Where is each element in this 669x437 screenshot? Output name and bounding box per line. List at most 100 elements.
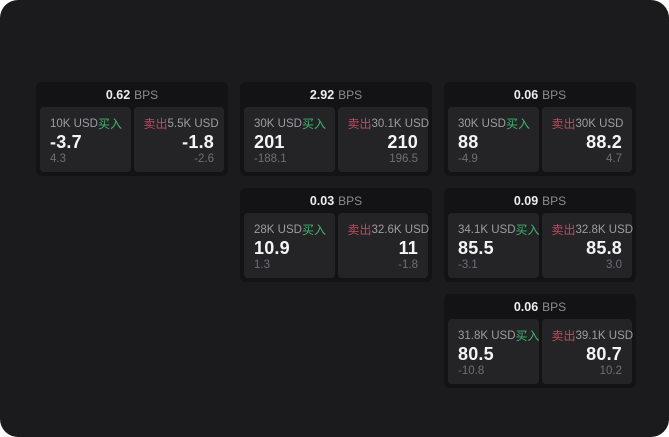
buy-panel-header: 34.1K USD 买入 — [458, 221, 540, 238]
sell-delta: 196.5 — [389, 152, 418, 165]
buy-side-label: 买入 — [97, 117, 122, 131]
sell-delta: -2.6 — [194, 152, 214, 165]
buy-side-label: 买入 — [515, 329, 540, 343]
sell-size-label: 39.1K USD — [575, 329, 634, 342]
sell-size-label: 30K USD — [575, 117, 624, 130]
buy-delta: -3.1 — [458, 258, 478, 271]
buy-value: 85.5 — [458, 237, 494, 258]
card-header: 0.06 BPS — [444, 294, 636, 319]
bps-value: 0.06 — [513, 299, 539, 314]
bps-value: 0.09 — [513, 193, 539, 208]
buy-panel-header: 31.8K USD 买入 — [458, 327, 540, 344]
sell-side-label: 卖出 — [143, 117, 168, 131]
buy-size-label: 30K USD — [254, 117, 302, 130]
bps-unit-label: BPS — [542, 193, 567, 208]
buy-size-label: 28K USD — [254, 223, 302, 236]
card-header: 0.03 BPS — [240, 188, 432, 213]
quote-card: 0.09 BPS 34.1K USD 买入 85.5 -3.1 卖出 32.8K… — [444, 188, 636, 282]
buy-size-label: 10K USD — [50, 117, 98, 130]
bps-unit-label: BPS — [542, 299, 567, 314]
sell-side-label: 卖出 — [551, 117, 576, 131]
quote-card: 0.06 BPS 30K USD 买入 88 -4.9 卖出 30K USD 8… — [444, 82, 636, 176]
sell-delta: 3.0 — [606, 258, 622, 271]
sell-panel[interactable]: 卖出 30K USD 88.2 4.7 — [541, 107, 632, 172]
buy-panel[interactable]: 30K USD 买入 88 -4.9 — [448, 107, 539, 172]
sell-delta: 4.7 — [606, 152, 622, 165]
bps-value: 0.06 — [513, 87, 539, 102]
sell-panel-header: 卖出 30.1K USD — [347, 115, 430, 132]
card-body: 10K USD 买入 -3.7 4.3 卖出 5.5K USD -1.8 -2.… — [36, 107, 228, 176]
bps-value: 0.03 — [309, 193, 335, 208]
quote-card: 2.92 BPS 30K USD 买入 201 -188.1 卖出 30.1K … — [240, 82, 432, 176]
bps-value: 0.62 — [105, 87, 131, 102]
sell-panel[interactable]: 卖出 5.5K USD -1.8 -2.6 — [133, 107, 224, 172]
quote-card: 0.06 BPS 31.8K USD 买入 80.5 -10.8 卖出 39.1… — [444, 294, 636, 388]
buy-size-label: 34.1K USD — [458, 223, 516, 236]
sell-value: 80.7 — [586, 343, 622, 364]
sell-value: 88.2 — [586, 131, 622, 152]
buy-panel[interactable]: 31.8K USD 买入 80.5 -10.8 — [448, 319, 540, 384]
sell-delta: 10.2 — [599, 364, 622, 377]
card-header: 0.09 BPS — [444, 188, 636, 213]
buy-delta: -10.8 — [458, 364, 485, 377]
bps-unit-label: BPS — [338, 87, 363, 102]
card-body: 30K USD 买入 201 -188.1 卖出 30.1K USD 210 1… — [240, 107, 432, 176]
bps-unit-label: BPS — [134, 87, 159, 102]
sell-size-label: 32.6K USD — [371, 223, 430, 236]
sell-panel[interactable]: 卖出 32.8K USD 85.8 3.0 — [541, 213, 634, 278]
buy-value: 201 — [254, 131, 285, 152]
sell-panel-header: 卖出 5.5K USD — [143, 115, 219, 132]
buy-delta: -188.1 — [254, 152, 287, 165]
sell-value: 11 — [398, 237, 418, 258]
buy-panel[interactable]: 34.1K USD 买入 85.5 -3.1 — [448, 213, 540, 278]
sell-panel[interactable]: 卖出 30.1K USD 210 196.5 — [337, 107, 430, 172]
sell-size-label: 32.8K USD — [575, 223, 634, 236]
bps-unit-label: BPS — [338, 193, 363, 208]
sell-panel[interactable]: 卖出 32.6K USD 11 -1.8 — [337, 213, 430, 278]
buy-panel[interactable]: 28K USD 买入 10.9 1.3 — [244, 213, 335, 278]
sell-value: -1.8 — [182, 131, 214, 152]
sell-size-label: 30.1K USD — [371, 117, 430, 130]
sell-size-label: 5.5K USD — [167, 117, 219, 130]
buy-panel-header: 28K USD 买入 — [254, 221, 326, 238]
buy-delta: 4.3 — [50, 152, 66, 165]
buy-size-label: 30K USD — [458, 117, 506, 130]
card-body: 31.8K USD 买入 80.5 -10.8 卖出 39.1K USD 80.… — [444, 319, 636, 388]
buy-value: 10.9 — [254, 237, 290, 258]
card-header: 2.92 BPS — [240, 82, 432, 107]
card-header: 0.62 BPS — [36, 82, 228, 107]
sell-panel-header: 卖出 30K USD — [551, 115, 624, 132]
card-header: 0.06 BPS — [444, 82, 636, 107]
buy-panel-header: 30K USD 买入 — [254, 115, 326, 132]
buy-side-label: 买入 — [301, 223, 326, 237]
card-body: 34.1K USD 买入 85.5 -3.1 卖出 32.8K USD 85.8… — [444, 213, 636, 282]
card-body: 28K USD 买入 10.9 1.3 卖出 32.6K USD 11 -1.8 — [240, 213, 432, 282]
buy-value: -3.7 — [50, 131, 82, 152]
buy-panel-header: 30K USD 买入 — [458, 115, 530, 132]
quote-card: 0.62 BPS 10K USD 买入 -3.7 4.3 卖出 5.5K USD… — [36, 82, 228, 176]
sell-panel-header: 卖出 32.8K USD — [551, 221, 634, 238]
buy-panel[interactable]: 10K USD 买入 -3.7 4.3 — [40, 107, 131, 172]
sell-side-label: 卖出 — [347, 117, 372, 131]
bps-value: 2.92 — [309, 87, 335, 102]
buy-panel-header: 10K USD 买入 — [50, 115, 122, 132]
buy-value: 88 — [458, 131, 479, 152]
buy-value: 80.5 — [458, 343, 494, 364]
buy-delta: 1.3 — [254, 258, 270, 271]
sell-delta: -1.8 — [398, 258, 418, 271]
sell-panel-header: 卖出 32.6K USD — [347, 221, 430, 238]
buy-delta: -4.9 — [458, 152, 478, 165]
sell-panel-header: 卖出 39.1K USD — [552, 327, 634, 344]
sell-panel[interactable]: 卖出 39.1K USD 80.7 10.2 — [541, 319, 634, 384]
sell-value: 85.8 — [586, 237, 622, 258]
buy-side-label: 买入 — [301, 117, 326, 131]
sell-side-label: 卖出 — [551, 223, 576, 237]
sell-side-label: 卖出 — [347, 223, 372, 237]
buy-side-label: 买入 — [505, 117, 530, 131]
bps-unit-label: BPS — [542, 87, 567, 102]
buy-panel[interactable]: 30K USD 买入 201 -188.1 — [244, 107, 335, 172]
quote-card: 0.03 BPS 28K USD 买入 10.9 1.3 卖出 32.6K US… — [240, 188, 432, 282]
buy-size-label: 31.8K USD — [458, 329, 516, 342]
sell-value: 210 — [387, 131, 418, 152]
